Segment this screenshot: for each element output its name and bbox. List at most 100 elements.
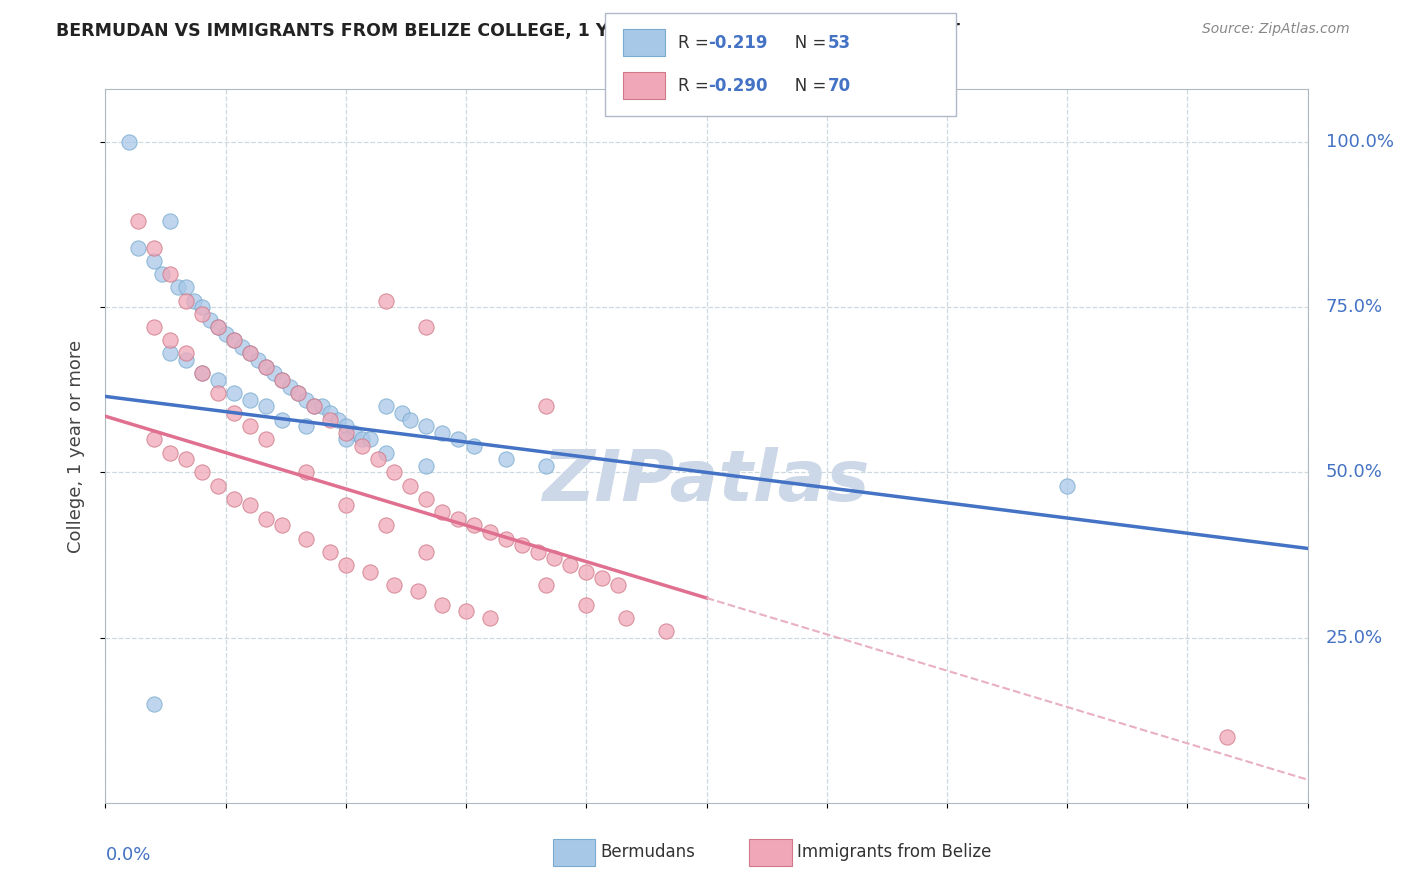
Point — [415, 458, 437, 473]
Text: 25.0%: 25.0% — [1326, 629, 1382, 647]
Point — [359, 565, 381, 579]
Point — [183, 293, 205, 308]
Point — [246, 353, 269, 368]
Text: 0.0%: 0.0% — [105, 846, 150, 863]
Point — [239, 346, 262, 360]
Point — [142, 697, 165, 711]
Point — [374, 400, 398, 414]
Point — [534, 458, 557, 473]
Point — [207, 386, 229, 401]
Point — [222, 333, 245, 347]
Point — [479, 611, 502, 625]
Point — [319, 406, 342, 420]
Text: -0.290: -0.290 — [709, 77, 768, 95]
Point — [1056, 478, 1078, 492]
Point — [350, 439, 373, 453]
Point — [231, 340, 253, 354]
Point — [415, 419, 437, 434]
Point — [374, 445, 398, 459]
Point — [254, 511, 277, 525]
Point — [190, 367, 212, 381]
Point — [359, 433, 381, 447]
Text: Source: ZipAtlas.com: Source: ZipAtlas.com — [1202, 22, 1350, 37]
Point — [207, 320, 229, 334]
Point — [447, 433, 470, 447]
Point — [495, 532, 517, 546]
Point — [415, 491, 437, 506]
Text: 50.0%: 50.0% — [1326, 464, 1382, 482]
Point — [239, 499, 262, 513]
Text: BERMUDAN VS IMMIGRANTS FROM BELIZE COLLEGE, 1 YEAR OR MORE CORRELATION CHART: BERMUDAN VS IMMIGRANTS FROM BELIZE COLLE… — [56, 22, 960, 40]
Point — [575, 565, 598, 579]
Point — [534, 400, 557, 414]
Point — [159, 346, 181, 360]
Point — [207, 373, 229, 387]
Point — [222, 406, 245, 420]
Point — [510, 538, 533, 552]
Text: N =: N = — [779, 34, 831, 52]
Point — [270, 373, 292, 387]
Point — [295, 392, 318, 407]
Point — [222, 491, 245, 506]
Point — [287, 386, 309, 401]
Point — [382, 578, 405, 592]
Point — [415, 545, 437, 559]
Point — [239, 346, 262, 360]
Point — [302, 400, 325, 414]
Point — [270, 412, 292, 426]
Point — [591, 571, 613, 585]
Text: -0.219: -0.219 — [709, 34, 768, 52]
Point — [270, 518, 292, 533]
Point — [270, 373, 292, 387]
Point — [430, 598, 453, 612]
Point — [326, 412, 349, 426]
Point — [399, 412, 422, 426]
Point — [495, 452, 517, 467]
Point — [142, 320, 165, 334]
Point — [159, 445, 181, 459]
Point — [174, 346, 197, 360]
Point — [543, 551, 565, 566]
Point — [607, 578, 630, 592]
Point — [127, 214, 149, 228]
Point — [222, 386, 245, 401]
Point — [430, 505, 453, 519]
Text: ZIPatlas: ZIPatlas — [543, 447, 870, 516]
Point — [406, 584, 429, 599]
Point — [415, 320, 437, 334]
Point — [335, 433, 357, 447]
Point — [302, 400, 325, 414]
Text: 53: 53 — [828, 34, 851, 52]
Point — [295, 466, 318, 480]
Point — [214, 326, 236, 341]
Point — [534, 578, 557, 592]
Text: Immigrants from Belize: Immigrants from Belize — [797, 843, 991, 861]
Point — [190, 466, 212, 480]
Point — [142, 241, 165, 255]
Point — [207, 478, 229, 492]
Point — [374, 293, 398, 308]
Point — [278, 379, 301, 393]
Text: 100.0%: 100.0% — [1326, 133, 1393, 151]
Point — [335, 499, 357, 513]
Point — [207, 320, 229, 334]
Point — [295, 532, 318, 546]
Point — [374, 518, 398, 533]
Point — [118, 135, 141, 149]
Point — [335, 558, 357, 572]
Point — [391, 406, 413, 420]
Point — [127, 241, 149, 255]
Point — [239, 392, 262, 407]
Point — [335, 419, 357, 434]
Point — [150, 267, 173, 281]
Point — [560, 558, 582, 572]
Point — [1216, 730, 1239, 744]
Text: 70: 70 — [828, 77, 851, 95]
Point — [655, 624, 678, 638]
Point — [254, 400, 277, 414]
Point — [254, 359, 277, 374]
Point — [190, 307, 212, 321]
Point — [463, 518, 485, 533]
Point — [343, 425, 366, 440]
Point — [198, 313, 221, 327]
